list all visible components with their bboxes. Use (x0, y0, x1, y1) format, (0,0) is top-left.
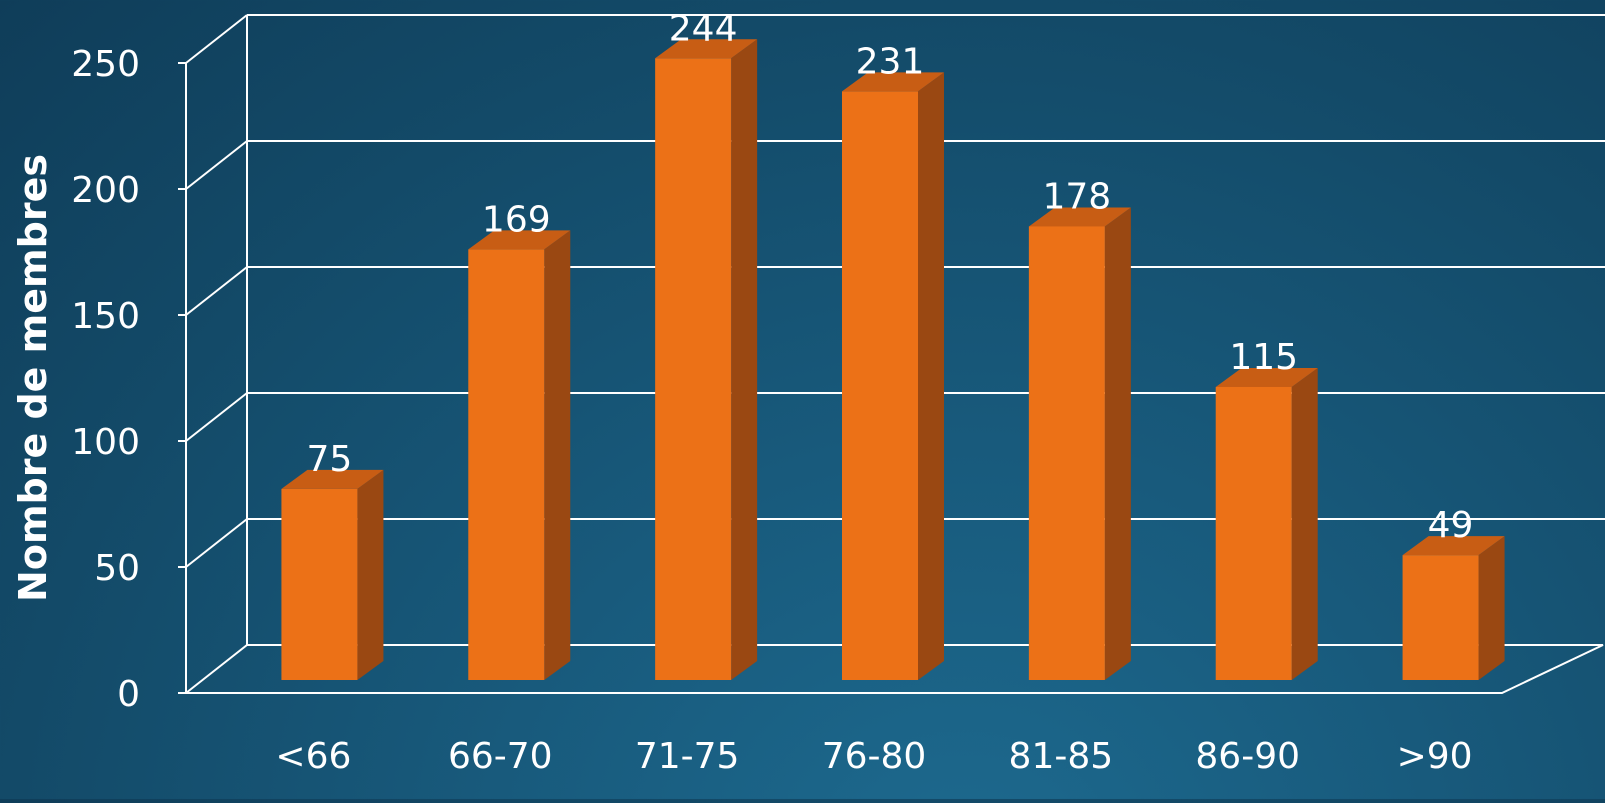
bar-top (281, 469, 384, 489)
bar-top (655, 39, 758, 59)
data-label: 169 (482, 199, 551, 240)
bar (842, 91, 918, 681)
data-label: 115 (1229, 337, 1298, 378)
x-tick-label: 81-85 (1009, 736, 1114, 777)
x-tick-label: 66-70 (448, 736, 553, 777)
x-tick-label: <66 (275, 736, 351, 777)
y-tick-label: 250 (71, 44, 140, 85)
bar-top (1028, 207, 1131, 227)
data-label: 49 (1428, 505, 1474, 546)
gridline-100-wall (185, 392, 248, 442)
data-label: 75 (307, 439, 353, 480)
bar-top (468, 230, 571, 250)
bar-side (1478, 536, 1505, 680)
y-tick-label: 100 (71, 422, 140, 463)
data-label: 231 (856, 41, 925, 82)
data-label: 178 (1042, 176, 1111, 217)
bar (655, 58, 732, 680)
y-tick-label: 50 (94, 548, 140, 589)
bar (1028, 226, 1105, 680)
bar-side (1104, 207, 1131, 680)
y-tick-label: 200 (71, 170, 140, 211)
bar (281, 488, 358, 680)
labels: 0 50 100 150 200 250 75 <66 169 66-70 244 71-75 231 7… (71, 8, 1473, 777)
x-tick-label: 76-80 (822, 736, 927, 777)
bars (281, 39, 1505, 681)
x-tick-label: 86-90 (1195, 736, 1300, 777)
x-tick-label: >90 (1397, 736, 1473, 777)
bar-side (544, 230, 571, 680)
gridline-50-wall (185, 518, 248, 568)
x-tick-label: 71-75 (635, 736, 740, 777)
gridline-250-wall (185, 14, 248, 64)
gridline-200-wall (185, 140, 248, 190)
y-tick-label: 0 (117, 674, 140, 715)
bar-top (1402, 536, 1505, 556)
bar-top (842, 72, 944, 92)
bar-side (357, 469, 384, 680)
bar-side (918, 72, 944, 681)
bar-top (1215, 367, 1318, 387)
gridline-150-wall (185, 266, 248, 316)
bar-side (731, 39, 758, 680)
y-tick-label: 150 (71, 296, 140, 337)
bar (1215, 386, 1292, 680)
y-axis-title: Nombre de membres (11, 154, 55, 602)
bar-side (1291, 367, 1318, 680)
data-label: 244 (669, 8, 738, 49)
bar (1402, 555, 1479, 680)
floor-plane (183, 644, 1604, 694)
bar (468, 249, 545, 680)
